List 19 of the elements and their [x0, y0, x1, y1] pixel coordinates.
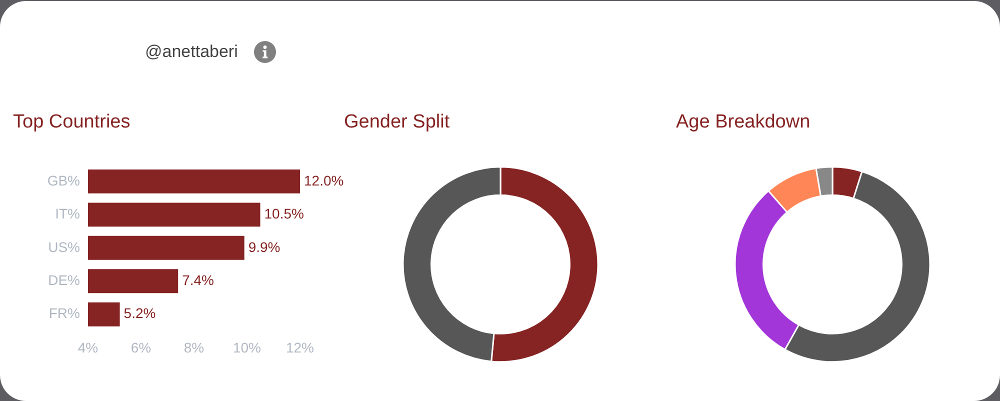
y-tick-label: IT% — [55, 206, 80, 222]
chart-title: Top Countries — [13, 112, 130, 133]
chart-title: Gender Split — [344, 112, 450, 133]
x-tick-label: 8% — [184, 339, 204, 356]
y-tick-label: US% — [48, 238, 80, 255]
chart-title: Age Breakdown — [676, 112, 810, 133]
y-tick-label: GB% — [47, 172, 80, 188]
data-label: 9.9% — [248, 238, 280, 255]
data-label: 10.5% — [264, 206, 304, 222]
y-tick-label: FR% — [48, 305, 80, 322]
x-tick-label: 4% — [78, 339, 98, 356]
data-label: 12.0% — [304, 172, 344, 188]
x-tick-label: 10% — [232, 339, 262, 356]
data-label: 5.2% — [124, 305, 156, 322]
x-tick-label: 12% — [286, 339, 314, 356]
y-tick-label: DE% — [48, 272, 80, 288]
text: @anettaberi — [145, 42, 238, 61]
data-label: 7.4% — [182, 272, 214, 288]
x-tick-label: 6% — [130, 339, 152, 356]
